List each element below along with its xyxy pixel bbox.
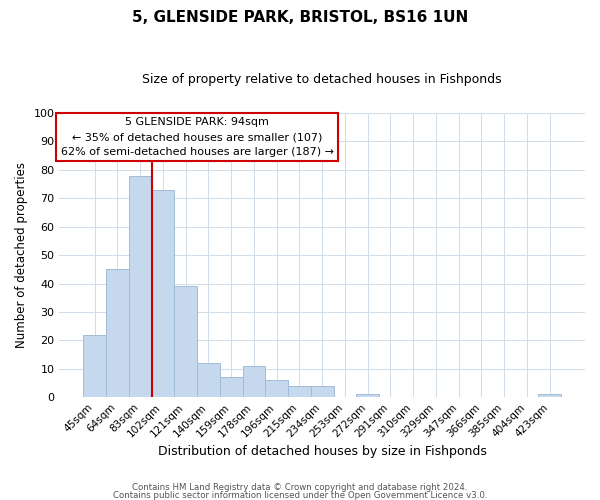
Text: 5, GLENSIDE PARK, BRISTOL, BS16 1UN: 5, GLENSIDE PARK, BRISTOL, BS16 1UN [132, 10, 468, 25]
Text: Contains HM Land Registry data © Crown copyright and database right 2024.: Contains HM Land Registry data © Crown c… [132, 484, 468, 492]
X-axis label: Distribution of detached houses by size in Fishponds: Distribution of detached houses by size … [158, 444, 487, 458]
Title: Size of property relative to detached houses in Fishponds: Size of property relative to detached ho… [142, 72, 502, 86]
Bar [311, 386, 334, 397]
Text: 5 GLENSIDE PARK: 94sqm
← 35% of detached houses are smaller (107)
62% of semi-de: 5 GLENSIDE PARK: 94sqm ← 35% of detached… [61, 118, 334, 157]
Bar [220, 378, 242, 397]
Bar [83, 334, 106, 397]
Bar [288, 386, 311, 397]
Text: Contains public sector information licensed under the Open Government Licence v3: Contains public sector information licen… [113, 490, 487, 500]
Bar [129, 176, 152, 397]
Bar [152, 190, 175, 397]
Bar [356, 394, 379, 397]
Bar [106, 270, 129, 397]
Bar [538, 394, 561, 397]
Y-axis label: Number of detached properties: Number of detached properties [15, 162, 28, 348]
Bar [175, 286, 197, 397]
Bar [242, 366, 265, 397]
Bar [265, 380, 288, 397]
Bar [197, 363, 220, 397]
